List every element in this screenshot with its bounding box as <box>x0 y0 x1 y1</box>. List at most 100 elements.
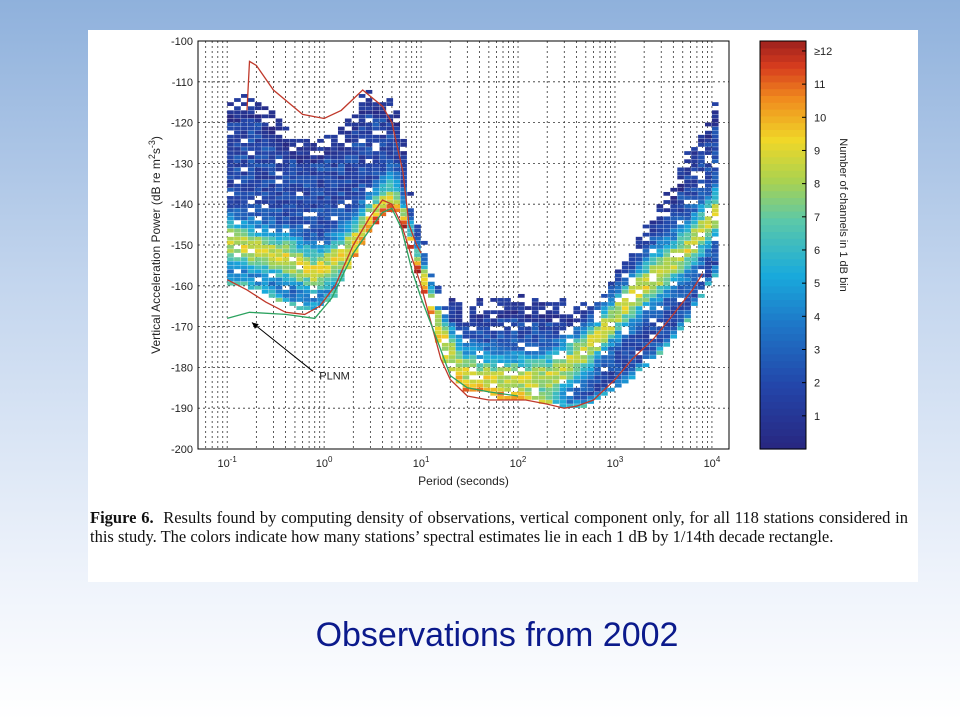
density-cell <box>324 257 331 262</box>
density-cell <box>504 310 511 315</box>
density-cell <box>282 249 290 253</box>
density-cell <box>594 338 601 343</box>
density-cell <box>254 122 262 127</box>
density-cell <box>601 391 608 396</box>
density-cell <box>711 102 719 106</box>
density-cell <box>705 167 712 172</box>
density-cell <box>282 143 290 147</box>
density-cell <box>552 359 560 364</box>
density-cell <box>393 134 401 139</box>
density-cell <box>296 293 304 298</box>
density-cell <box>635 298 643 302</box>
density-cell <box>635 314 643 319</box>
density-cell <box>656 232 664 237</box>
density-cell <box>254 245 262 249</box>
density-cell <box>344 171 352 176</box>
density-cell <box>566 400 574 404</box>
density-cell <box>337 151 345 155</box>
density-cell <box>310 187 317 192</box>
density-cell <box>331 220 338 225</box>
density-cell <box>649 355 657 359</box>
density-cell <box>476 298 484 302</box>
density-cell <box>331 204 338 208</box>
density-cell <box>254 281 262 286</box>
density-cell <box>282 196 290 200</box>
density-cell <box>642 330 650 335</box>
density-cell <box>421 261 428 266</box>
density-cell <box>310 155 317 160</box>
annotation-arrowhead <box>251 322 259 329</box>
y-tick-label: -130 <box>171 158 193 170</box>
density-cell <box>663 281 671 286</box>
density-cell <box>663 285 671 290</box>
colorbar-segment <box>760 170 806 178</box>
density-cell <box>663 330 671 335</box>
density-cell <box>344 134 352 139</box>
density-cell <box>642 342 650 347</box>
density-cell <box>614 281 622 286</box>
density-cell <box>698 257 705 262</box>
density-cell <box>324 277 331 282</box>
density-cell <box>337 208 345 213</box>
density-cell <box>372 208 380 213</box>
density-cell <box>545 334 553 339</box>
density-cell <box>483 383 491 388</box>
density-cell <box>261 122 269 127</box>
colorbar-segment <box>760 129 806 137</box>
density-cell <box>608 355 615 359</box>
density-cell <box>289 281 297 286</box>
density-cell <box>663 322 671 327</box>
density-cell <box>642 314 650 319</box>
density-cell <box>483 367 491 372</box>
colorbar-segment <box>760 374 806 382</box>
density-cell <box>504 298 511 302</box>
density-cell <box>677 232 684 237</box>
density-cell <box>379 183 387 188</box>
density-cell <box>677 204 684 208</box>
density-cell <box>379 204 387 208</box>
density-cell <box>531 367 539 372</box>
density-cell <box>227 224 234 229</box>
density-cell <box>324 212 331 217</box>
density-cell <box>324 224 331 229</box>
density-cell <box>337 196 345 200</box>
density-cell <box>670 200 678 204</box>
density-cell <box>365 110 373 115</box>
density-cell <box>614 306 622 310</box>
density-cell <box>698 151 705 155</box>
density-cell <box>504 355 511 359</box>
colorbar-segment <box>760 136 806 144</box>
density-cell <box>331 293 338 298</box>
density-cell <box>268 163 276 168</box>
density-cell <box>275 134 283 139</box>
density-cell <box>331 175 338 180</box>
density-cell <box>462 342 470 347</box>
density-cell <box>317 232 324 237</box>
density-cell <box>268 236 276 241</box>
density-cell <box>331 196 338 200</box>
density-cell <box>234 130 241 135</box>
density-cell <box>379 167 387 172</box>
density-cell <box>476 334 484 339</box>
y-tick-label: -150 <box>171 240 193 252</box>
density-cell <box>386 102 394 106</box>
density-cell <box>441 306 449 310</box>
density-cell <box>635 240 643 245</box>
density-cell <box>614 347 622 351</box>
density-cell <box>705 261 712 266</box>
density-cell <box>462 383 470 388</box>
density-cell <box>331 236 338 241</box>
density-cell <box>580 391 587 396</box>
density-cell <box>649 220 657 225</box>
density-cell <box>511 338 518 343</box>
density-cell <box>448 351 456 355</box>
density-cell <box>469 314 477 319</box>
density-cell <box>234 236 241 241</box>
density-cell <box>275 281 283 286</box>
y-tick-label: -110 <box>172 77 193 89</box>
density-cell <box>684 318 691 323</box>
density-cell <box>545 383 553 388</box>
density-cell <box>310 147 317 151</box>
density-cell <box>518 355 525 359</box>
density-cell <box>628 253 636 257</box>
